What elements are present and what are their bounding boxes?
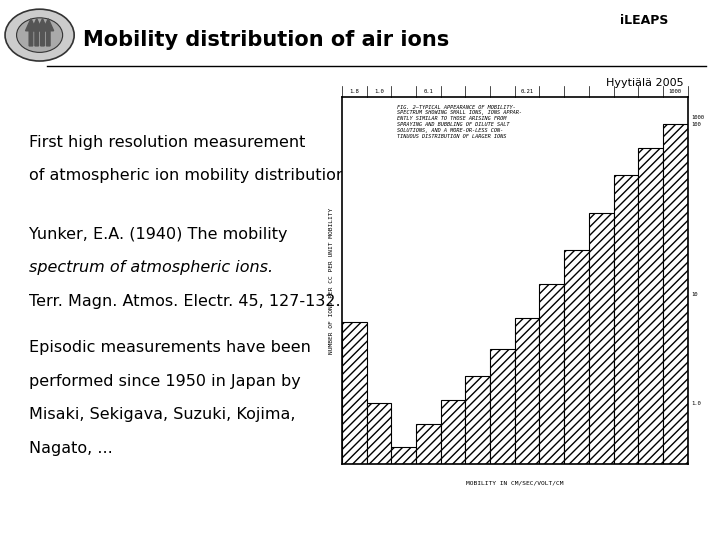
Text: Nagato, ...: Nagato, ...: [29, 441, 112, 456]
Bar: [465, 376, 490, 464]
Text: 1000: 1000: [691, 115, 704, 120]
Bar: [490, 349, 515, 464]
Text: Mobility distribution of air ions: Mobility distribution of air ions: [83, 30, 449, 50]
Bar: [589, 213, 613, 464]
Bar: [416, 423, 441, 464]
Text: iLEAPS: iLEAPS: [620, 14, 669, 26]
Text: of atmospheric ion mobility distribution:: of atmospheric ion mobility distribution…: [29, 168, 351, 184]
Bar: [366, 403, 392, 464]
Text: performed since 1950 in Japan by: performed since 1950 in Japan by: [29, 374, 300, 389]
Bar: [342, 322, 366, 464]
Text: 0.1: 0.1: [423, 89, 433, 93]
Bar: [564, 250, 589, 464]
Text: Hyytiälä 2005: Hyytiälä 2005: [606, 78, 683, 89]
FancyArrow shape: [32, 18, 42, 46]
Text: Misaki, Sekigava, Suzuki, Kojima,: Misaki, Sekigava, Suzuki, Kojima,: [29, 407, 295, 422]
Text: 1.8: 1.8: [349, 89, 359, 93]
Text: Yunker, E.A. (1940) The mobility: Yunker, E.A. (1940) The mobility: [29, 227, 287, 242]
FancyArrow shape: [37, 18, 48, 46]
Bar: [663, 124, 688, 464]
Text: 0.21: 0.21: [521, 89, 534, 93]
FancyArrow shape: [43, 18, 54, 46]
Text: 1.0: 1.0: [691, 401, 701, 406]
Bar: [515, 318, 539, 464]
Bar: [392, 448, 416, 464]
Circle shape: [5, 9, 74, 61]
Text: First high resolution measurement: First high resolution measurement: [29, 135, 305, 150]
Text: 1000: 1000: [669, 89, 682, 93]
Text: FIG. 2—TYPICAL APPEARANCE OF MOBILITY-
SPECTRUM SHOWING SMALL IONS, IONS APPAR-
: FIG. 2—TYPICAL APPEARANCE OF MOBILITY- S…: [397, 105, 522, 139]
Text: MOBILITY IN CM/SEC/VOLT/CM: MOBILITY IN CM/SEC/VOLT/CM: [466, 481, 564, 486]
Text: Terr. Magn. Atmos. Electr. 45, 127-132.: Terr. Magn. Atmos. Electr. 45, 127-132.: [29, 294, 341, 309]
Text: 10: 10: [691, 292, 698, 297]
Bar: [539, 284, 564, 464]
Text: Episodic measurements have been: Episodic measurements have been: [29, 340, 310, 355]
Text: 1.0: 1.0: [374, 89, 384, 93]
Bar: [613, 176, 638, 464]
Bar: [638, 148, 663, 464]
Circle shape: [17, 18, 63, 52]
FancyArrow shape: [26, 18, 36, 46]
Text: NUMBER OF IONS PER CC PER UNIT MOBILITY: NUMBER OF IONS PER CC PER UNIT MOBILITY: [329, 208, 334, 354]
Text: spectrum of atmospheric ions.: spectrum of atmospheric ions.: [29, 260, 273, 275]
Text: 100: 100: [691, 122, 701, 127]
Bar: [441, 400, 465, 464]
